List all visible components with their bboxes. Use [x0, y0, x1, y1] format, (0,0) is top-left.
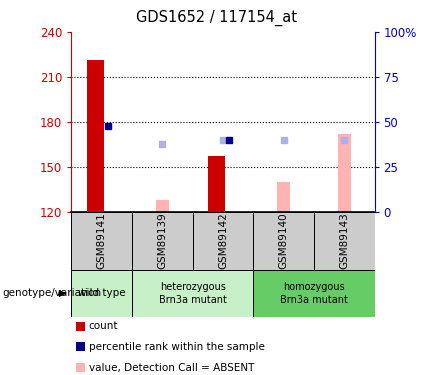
Bar	[76, 322, 85, 331]
Bar	[87, 60, 104, 212]
Bar	[76, 363, 85, 372]
Text: GSM89141: GSM89141	[97, 213, 107, 269]
Bar	[71, 270, 132, 317]
Bar	[71, 212, 132, 270]
Text: homozygous
Brn3a mutant: homozygous Brn3a mutant	[280, 282, 348, 305]
Bar	[314, 212, 375, 270]
Text: GDS1652 / 117154_at: GDS1652 / 117154_at	[136, 9, 297, 26]
Text: GSM89140: GSM89140	[278, 213, 289, 269]
Text: GSM89139: GSM89139	[157, 213, 168, 269]
Text: wild type: wild type	[78, 288, 126, 298]
Text: percentile rank within the sample: percentile rank within the sample	[89, 342, 265, 352]
Text: GSM89142: GSM89142	[218, 213, 228, 269]
Bar	[132, 212, 193, 270]
Text: count: count	[89, 321, 118, 331]
Text: GSM89143: GSM89143	[339, 213, 349, 269]
Bar	[338, 134, 351, 212]
Bar	[156, 200, 169, 212]
Bar	[132, 270, 253, 317]
Bar	[208, 156, 226, 212]
Text: heterozygous
Brn3a mutant: heterozygous Brn3a mutant	[159, 282, 226, 305]
Bar	[277, 182, 290, 212]
Bar	[193, 212, 253, 270]
Bar	[253, 270, 375, 317]
Bar	[76, 342, 85, 351]
Text: genotype/variation: genotype/variation	[2, 288, 101, 298]
Text: value, Detection Call = ABSENT: value, Detection Call = ABSENT	[89, 363, 254, 372]
Bar	[253, 212, 314, 270]
